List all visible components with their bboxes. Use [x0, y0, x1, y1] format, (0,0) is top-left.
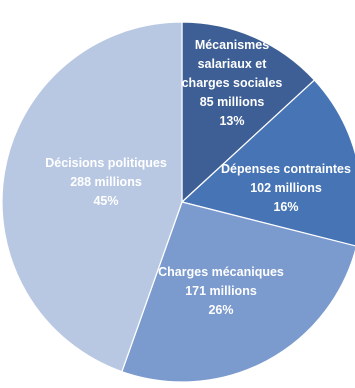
- slice-name-line: Décisions politiques: [45, 156, 167, 170]
- slice-value-label: 102 millions: [250, 181, 322, 195]
- slice-name-line: salariaux et: [198, 57, 268, 71]
- slice-name-line: Mécanismes: [195, 38, 269, 52]
- slice-value-label: 85 millions: [200, 95, 265, 109]
- slice-label-3: Décisions politiques 288 millions 45%: [45, 156, 167, 208]
- slice-name-line: Charges mécaniques: [158, 265, 284, 279]
- slice-percent-label: 26%: [208, 303, 233, 317]
- pie-slice-3: [1, 21, 183, 373]
- slice-label-0: Mécanismes salariaux et charges sociales 85…: [182, 38, 283, 128]
- slice-value-label: 288 millions: [70, 175, 142, 189]
- slice-name-line: Dépenses contraintes: [221, 162, 351, 176]
- slice-labels: Mécanismes salariaux et charges sociales 85…: [45, 38, 351, 317]
- slice-name-line: charges sociales: [182, 76, 283, 90]
- slice-label-1: Dépenses contraintes 102 millions 16%: [221, 162, 351, 214]
- pie-slice-0: [181, 21, 316, 204]
- slice-percent-label: 45%: [93, 194, 118, 208]
- slice-label-2: Charges mécaniques 171 millions 26%: [158, 265, 284, 317]
- slice-percent-label: 13%: [219, 114, 244, 128]
- pie-slices: [1, 21, 355, 383]
- pie-slice-1: [180, 79, 355, 247]
- slice-percent-label: 16%: [273, 200, 298, 214]
- slice-value-label: 171 millions: [185, 284, 257, 298]
- pie-slice-2: [121, 201, 355, 383]
